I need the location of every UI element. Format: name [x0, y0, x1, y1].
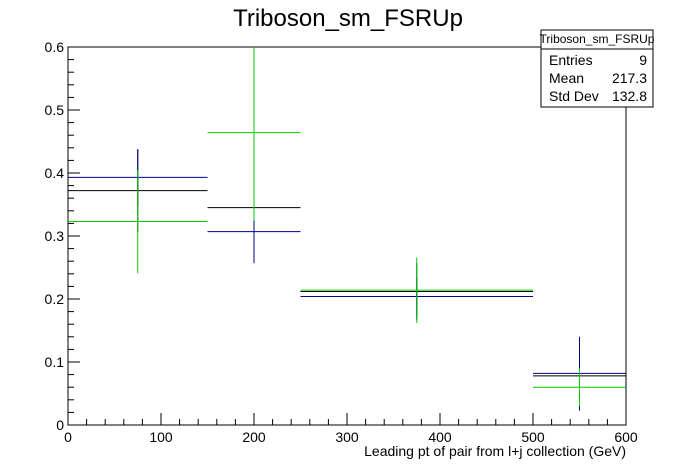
stats-box-title: Triboson_sm_FSRUp: [540, 32, 655, 46]
y-tick-label: 0.3: [45, 228, 65, 244]
stats-mean-label: Mean: [549, 70, 584, 86]
x-tick-label: 500: [521, 429, 545, 445]
series-2: [68, 47, 626, 407]
y-tick-label: 0.6: [45, 39, 65, 55]
series-layer: [68, 47, 626, 411]
x-axis-label: Leading pt of pair from l+j collection (…: [364, 443, 626, 459]
y-tick-label: 0.2: [45, 291, 65, 307]
stats-box-frame: [540, 29, 654, 108]
y-tick-label: 0.5: [45, 102, 65, 118]
stats-box: Triboson_sm_FSRUp Entries 9 Mean 217.3 S…: [540, 29, 655, 108]
x-tick-label: 300: [335, 429, 359, 445]
y-tick-label: 0: [56, 417, 64, 433]
stats-stddev-label: Std Dev: [549, 88, 599, 104]
x-tick-label: 600: [614, 429, 638, 445]
y-tick-label: 0.4: [45, 165, 65, 181]
x-tick-label: 100: [149, 429, 173, 445]
stats-mean-value: 217.3: [612, 70, 647, 86]
x-tick-label: 400: [428, 429, 452, 445]
axes: 0 100 200 300 400 500 600 0 0.1 0.2 0.3 0.4 0.5 0.6: [45, 39, 638, 445]
x-tick-label: 200: [242, 429, 266, 445]
y-tick-label: 0.1: [45, 354, 65, 370]
chart-title: Triboson_sm_FSRUp: [233, 5, 463, 32]
stats-entries-value: 9: [639, 52, 647, 68]
x-tick-label: 0: [64, 429, 72, 445]
stats-entries-label: Entries: [549, 52, 593, 68]
stats-stddev-value: 132.8: [612, 88, 647, 104]
